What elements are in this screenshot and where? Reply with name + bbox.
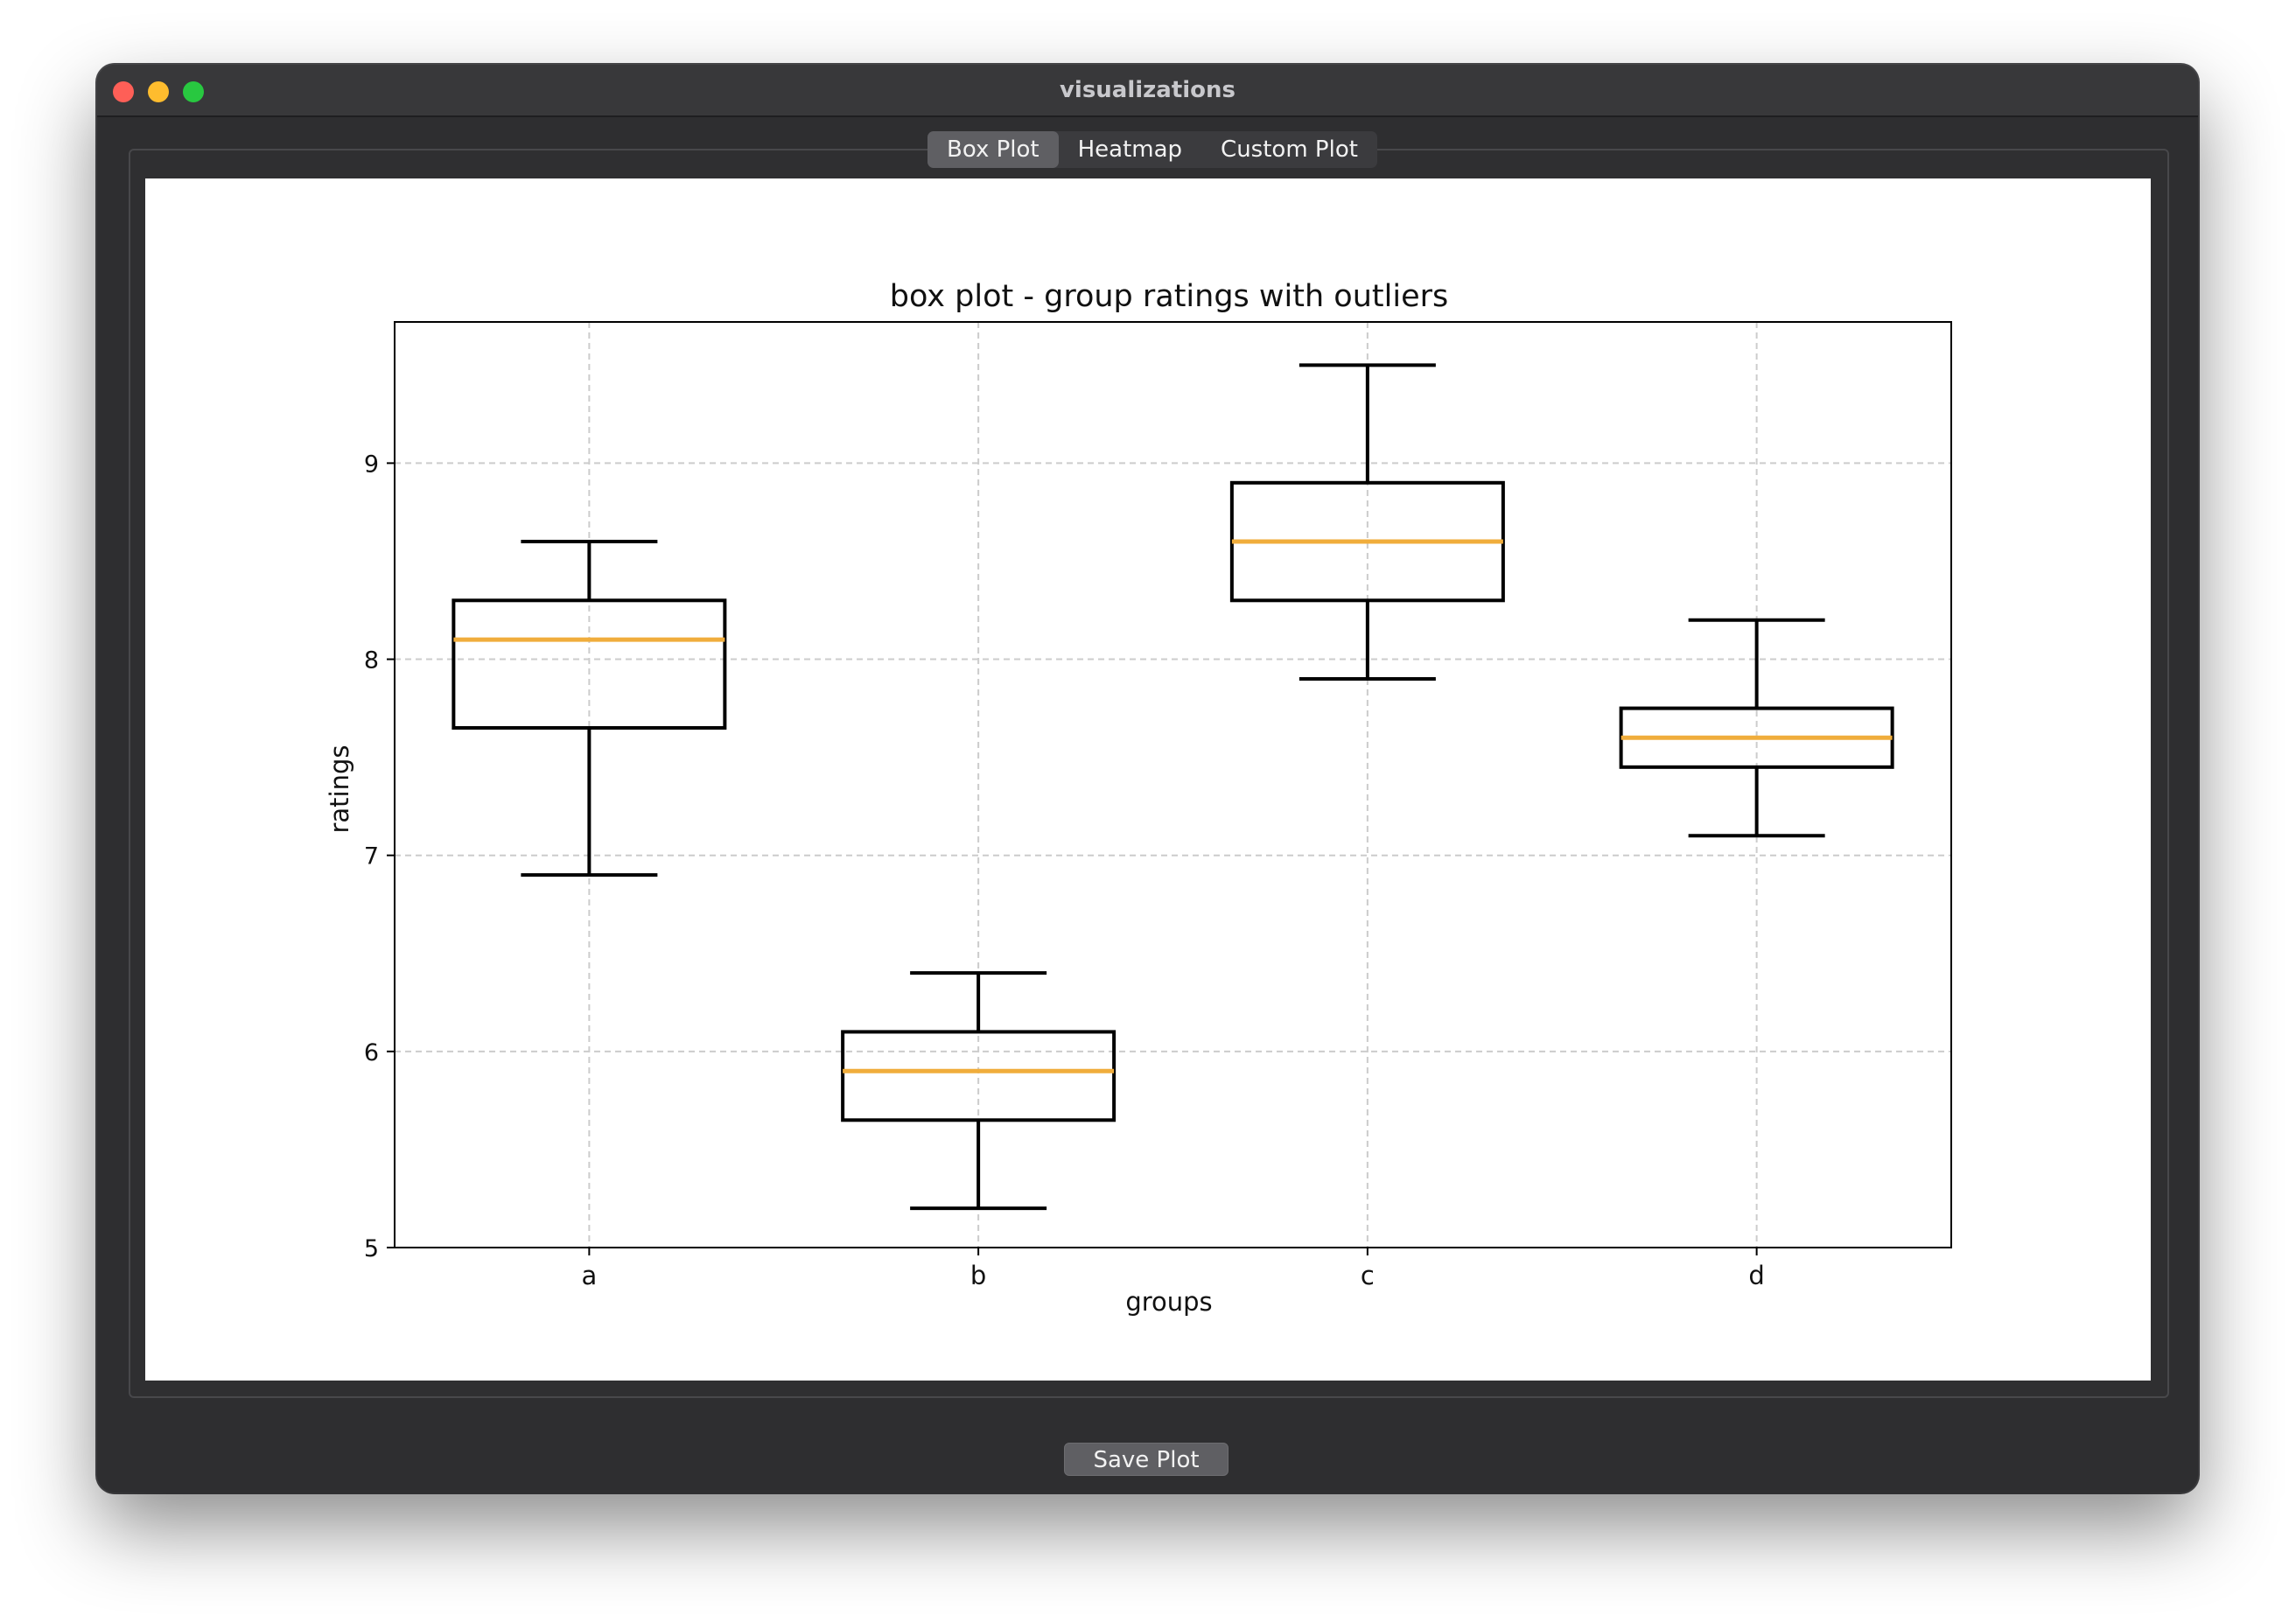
y-tick-label: 7 [364,843,379,870]
tab-heatmap[interactable]: Heatmap [1077,136,1183,163]
box-layer [452,363,1894,1211]
close-window-button[interactable] [113,81,134,102]
box-plot-chart: 5 6 7 8 9 a b c d box plot - group ratings with … [325,279,1952,1317]
iqr-box [452,598,727,730]
box-group-a [452,540,727,877]
box-group-b [841,971,1116,1211]
minimize-window-button[interactable] [148,81,169,102]
y-tick-label: 5 [364,1235,379,1262]
zoom-window-button[interactable] [183,81,204,102]
x-tick-label: d [1748,1261,1764,1290]
y-tick-label: 9 [364,451,379,478]
window-title: visualizations [1059,77,1236,103]
tab-box-plot[interactable]: Box Plot [928,131,1059,168]
y-axis-label: ratings [325,745,354,833]
chart-title: box plot - group ratings with outliers [890,279,1448,314]
plot-canvas: 5 6 7 8 9 a b c d box plot - group ratings with … [145,178,2151,1381]
box-group-c [1229,363,1505,681]
title-bar[interactable]: visualizations [97,65,2198,117]
x-tick-label: a [581,1261,597,1290]
x-tick-label: b [970,1261,986,1290]
y-tick-label: 6 [364,1039,379,1066]
tab-custom-plot[interactable]: Custom Plot [1221,136,1358,163]
y-tick-label: 8 [364,647,379,675]
plot-frame [394,321,1952,1248]
iqr-box [841,1030,1116,1122]
box-group-d [1619,618,1894,838]
grid-layer [395,322,1951,1248]
x-tick-label: c [1361,1261,1375,1290]
x-axis-label: groups [1125,1287,1212,1317]
tick-layer: 5 6 7 8 9 a b c d [364,451,1765,1290]
tab-bar: Box Plot Heatmap Custom Plot [928,131,1377,168]
app-window: visualizations Box Plot Heatmap Custom P… [97,65,2198,1493]
save-plot-button[interactable]: Save Plot [1064,1443,1228,1476]
